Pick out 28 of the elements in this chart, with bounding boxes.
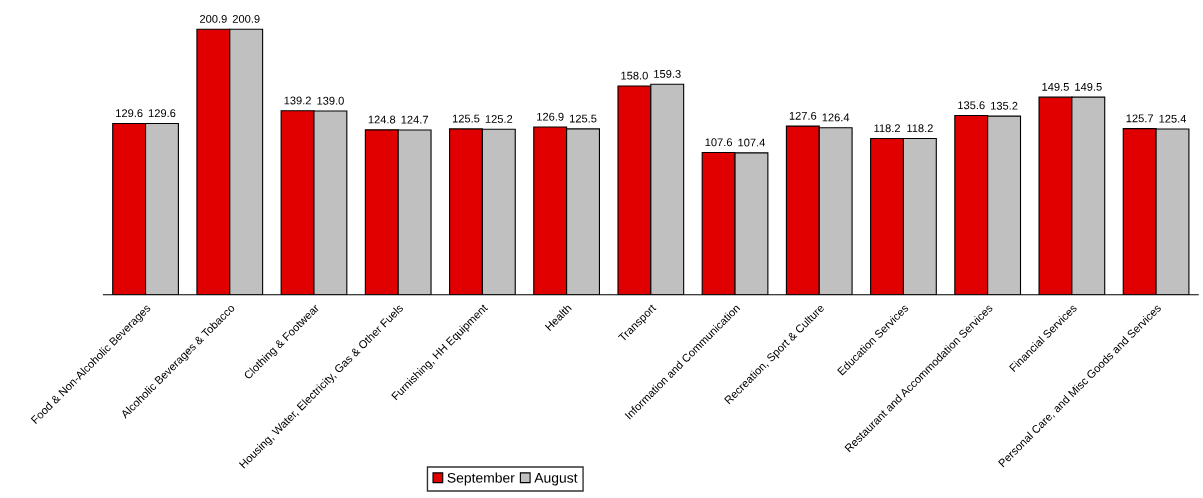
data-label: 159.3 bbox=[654, 69, 681, 78]
data-label: 129.6 bbox=[148, 109, 176, 118]
data-label: 135.2 bbox=[991, 101, 1018, 110]
data-label: 125.5 bbox=[569, 114, 597, 123]
data-label: 200.9 bbox=[200, 14, 227, 23]
legend-label: August bbox=[534, 473, 578, 486]
data-label: 107.4 bbox=[738, 138, 766, 147]
data-label: 139.0 bbox=[317, 96, 344, 105]
data-label: 125.7 bbox=[1126, 114, 1154, 123]
data-label: 129.6 bbox=[116, 109, 143, 118]
data-label: 125.2 bbox=[485, 115, 513, 123]
data-label: 127.6 bbox=[789, 111, 817, 120]
data-label: 125.4 bbox=[1159, 114, 1187, 123]
data-label: 126.4 bbox=[822, 113, 850, 122]
data-label: 107.6 bbox=[705, 138, 733, 147]
data-label: 135.6 bbox=[958, 101, 985, 110]
data-label: 125.5 bbox=[452, 114, 480, 123]
data-label: 124.7 bbox=[401, 115, 428, 124]
data-label: 149.5 bbox=[1042, 82, 1069, 91]
data-label: 200.9 bbox=[232, 14, 260, 23]
data-label: 158.0 bbox=[621, 71, 648, 80]
legend-label: September bbox=[447, 472, 515, 486]
data-label: 149.5 bbox=[1075, 82, 1102, 91]
data-label: 126.9 bbox=[537, 112, 564, 121]
data-label: 124.8 bbox=[368, 115, 396, 124]
data-label: 118.2 bbox=[907, 124, 933, 133]
data-label: 118.2 bbox=[874, 124, 900, 133]
data-label: 139.2 bbox=[284, 96, 311, 105]
